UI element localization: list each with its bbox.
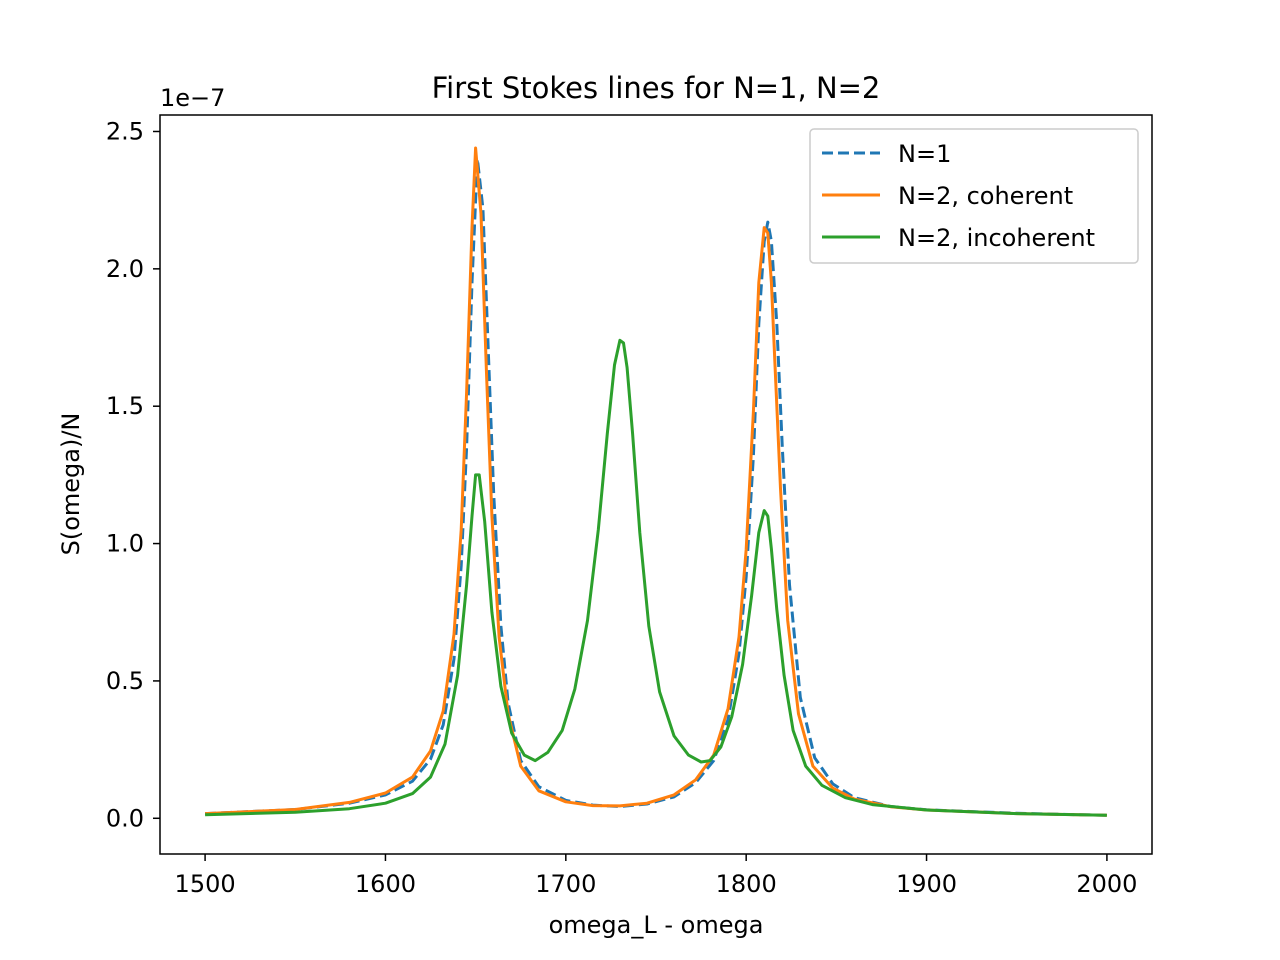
x-tick-label: 2000: [1076, 870, 1137, 898]
y-axis-title: S(omega)/N: [57, 413, 85, 556]
y-tick-label: 0.5: [106, 667, 144, 695]
x-tick-label: 1800: [716, 870, 777, 898]
y-scale-label: 1e−7: [160, 84, 225, 112]
x-axis: 1500 1600 1700 1800 1900 2000: [175, 854, 1137, 898]
y-tick-label: 2.0: [106, 255, 144, 283]
series-layer: [205, 146, 1107, 817]
legend-label-2: N=2, coherent: [898, 182, 1073, 210]
legend: N=1 N=2, coherent N=2, incoherent: [809, 128, 1139, 264]
y-tick-label: 0.0: [106, 804, 144, 832]
legend-box: [809, 128, 1139, 264]
legend-label-1: N=1: [898, 140, 951, 168]
x-tick-label: 1900: [896, 870, 957, 898]
legend-entries: N=1 N=2, coherent N=2, incoherent: [822, 140, 1095, 252]
y-tick-label: 1.5: [106, 392, 144, 420]
y-tick-label: 2.5: [106, 117, 144, 145]
chart-title: First Stokes lines for N=1, N=2: [432, 71, 881, 105]
legend-label-3: N=2, incoherent: [898, 224, 1095, 252]
plot-area: [159, 114, 1153, 855]
x-tick-label: 1500: [175, 870, 236, 898]
x-axis-title: omega_L - omega: [549, 911, 764, 939]
y-axis: 0.0 0.5 1.0 1.5 2.0 2.5: [106, 117, 160, 832]
x-tick-label: 1600: [355, 870, 416, 898]
series-line-2: [205, 146, 1107, 817]
axes-frame: [159, 114, 1153, 855]
y-tick-label: 1.0: [106, 530, 144, 558]
x-tick-label: 1700: [535, 870, 596, 898]
series-line-3: [205, 338, 1107, 817]
